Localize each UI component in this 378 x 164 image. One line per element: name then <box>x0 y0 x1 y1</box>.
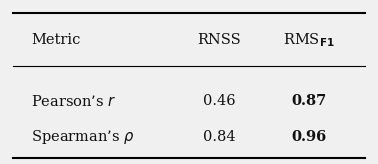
Text: RNSS: RNSS <box>197 33 241 47</box>
Text: 0.87: 0.87 <box>291 94 327 108</box>
Text: Metric: Metric <box>31 33 81 47</box>
Text: Spearman’s $\rho$: Spearman’s $\rho$ <box>31 128 135 146</box>
Text: 0.96: 0.96 <box>291 130 327 144</box>
Text: RMS$_{\mathbf{F1}}$: RMS$_{\mathbf{F1}}$ <box>283 31 335 49</box>
Text: 0.46: 0.46 <box>203 94 235 108</box>
Text: 0.84: 0.84 <box>203 130 235 144</box>
Text: Pearson’s $r$: Pearson’s $r$ <box>31 94 117 109</box>
